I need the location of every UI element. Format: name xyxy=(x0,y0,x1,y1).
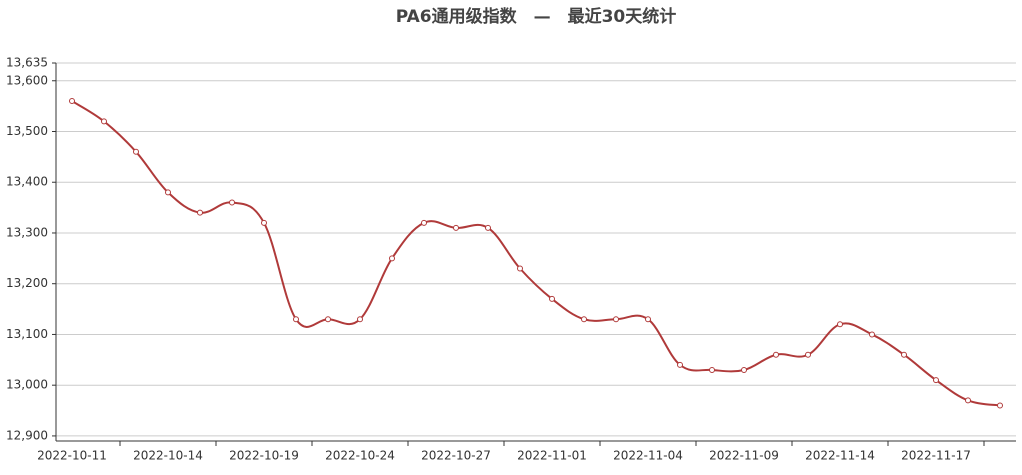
x-tick-label: 2022-11-17 xyxy=(901,449,971,463)
y-tick-label: 13,000 xyxy=(6,378,48,392)
point xyxy=(325,316,331,323)
x-tick-label: 2022-11-01 xyxy=(517,449,587,463)
point xyxy=(517,265,523,272)
point xyxy=(837,321,843,328)
chart-title: PA6通用级指数 — 最近30天统计 xyxy=(396,6,677,27)
x-tick-label: 2022-11-14 xyxy=(805,449,875,463)
point xyxy=(485,224,491,231)
y-tick-label: 12,900 xyxy=(6,428,48,442)
point xyxy=(805,351,811,358)
point xyxy=(741,366,747,373)
x-tick-label: 2022-10-14 xyxy=(133,449,203,463)
point xyxy=(293,316,299,323)
x-tick-label: 2022-10-19 xyxy=(229,449,299,463)
point xyxy=(581,316,587,323)
point xyxy=(229,199,235,206)
point xyxy=(613,316,619,323)
point xyxy=(869,331,875,338)
point xyxy=(133,148,139,155)
point xyxy=(389,255,395,262)
point xyxy=(709,366,715,373)
y-tick-label: 13,635 xyxy=(6,56,48,70)
point xyxy=(261,219,267,226)
point xyxy=(357,316,363,323)
point xyxy=(901,351,907,358)
x-tick-label: 2022-10-24 xyxy=(325,449,395,463)
point xyxy=(101,118,107,125)
y-tick-label: 13,300 xyxy=(6,225,48,239)
x-tick-label: 2022-11-04 xyxy=(613,449,683,463)
point xyxy=(965,397,971,404)
x-tick-label: 2022-10-11 xyxy=(37,449,107,463)
y-tick-label: 13,500 xyxy=(6,124,48,138)
x-tick-label: 2022-10-27 xyxy=(421,449,491,463)
point xyxy=(933,377,939,384)
point xyxy=(549,295,555,302)
point xyxy=(677,361,683,368)
y-tick-label: 13,600 xyxy=(6,73,48,87)
point xyxy=(453,224,459,231)
point xyxy=(421,219,427,226)
point xyxy=(773,351,779,358)
point xyxy=(69,98,75,105)
line xyxy=(71,100,1001,407)
point xyxy=(197,209,203,216)
y-tick-label: 13,200 xyxy=(6,276,48,290)
point xyxy=(165,189,171,196)
y-tick-label: 13,400 xyxy=(6,175,48,189)
point xyxy=(645,316,651,323)
point xyxy=(997,402,1003,409)
y-tick-label: 13,100 xyxy=(6,327,48,341)
x-tick-label: 2022-11-09 xyxy=(709,449,779,463)
